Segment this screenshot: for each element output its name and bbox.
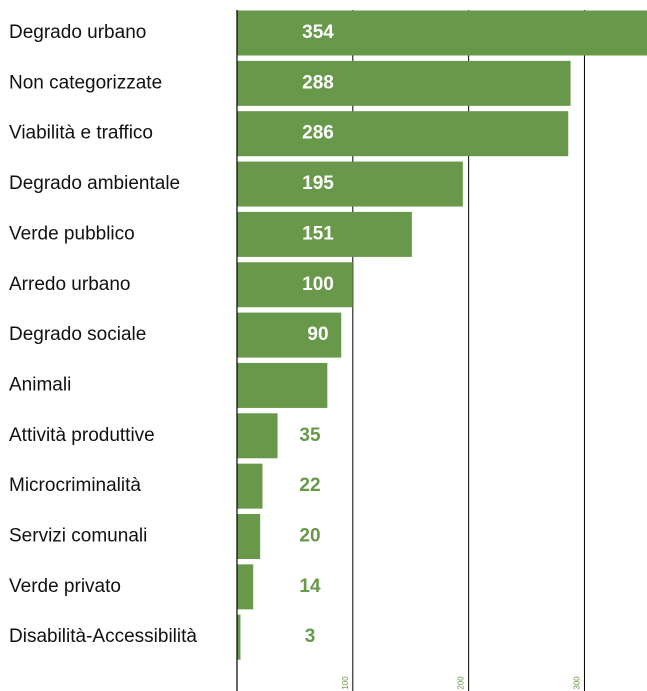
value-label: 100 bbox=[302, 274, 334, 295]
category-label: Verde privato bbox=[9, 576, 121, 597]
value-label: 90 bbox=[307, 324, 328, 345]
category-label: Degrado ambientale bbox=[9, 173, 180, 194]
value-label: 20 bbox=[299, 526, 320, 547]
value-label: 195 bbox=[302, 173, 334, 194]
category-label: Animali bbox=[9, 374, 71, 395]
value-label: 14 bbox=[299, 576, 321, 597]
x-tick-label: 100 bbox=[341, 676, 350, 690]
bar bbox=[237, 211, 412, 257]
category-label: Servizi comunali bbox=[9, 526, 147, 547]
x-tick-label: 300 bbox=[573, 676, 582, 690]
value-label: 354 bbox=[302, 22, 334, 43]
value-label: 78 bbox=[299, 374, 320, 395]
x-tick-label: 200 bbox=[457, 676, 466, 690]
value-label: 35 bbox=[299, 425, 321, 446]
bar bbox=[237, 362, 328, 408]
bar bbox=[237, 161, 463, 207]
bar bbox=[237, 111, 569, 157]
category-label: Non categorizzate bbox=[9, 72, 162, 93]
value-label: 3 bbox=[305, 626, 316, 647]
bar bbox=[237, 312, 342, 358]
value-label: 286 bbox=[302, 123, 334, 144]
category-label: Viabilità e traffico bbox=[9, 123, 153, 144]
category-label: Attività produttive bbox=[9, 425, 155, 446]
category-label: Verde pubblico bbox=[9, 223, 135, 244]
bar bbox=[237, 564, 254, 610]
category-label: Microcriminalità bbox=[9, 475, 141, 496]
value-label: 22 bbox=[299, 475, 320, 496]
bar bbox=[237, 262, 353, 308]
category-label: Disabilità-Accessibilità bbox=[9, 626, 197, 647]
value-label: 151 bbox=[302, 223, 334, 244]
category-label: Degrado urbano bbox=[9, 22, 146, 43]
bar bbox=[237, 10, 647, 56]
bar bbox=[237, 60, 571, 106]
bar bbox=[237, 413, 278, 459]
category-label: Degrado sociale bbox=[9, 324, 146, 345]
value-label: 288 bbox=[302, 72, 334, 93]
category-label: Arredo urbano bbox=[9, 274, 130, 295]
bar bbox=[237, 614, 241, 660]
bar bbox=[237, 514, 261, 559]
bar bbox=[237, 463, 263, 509]
